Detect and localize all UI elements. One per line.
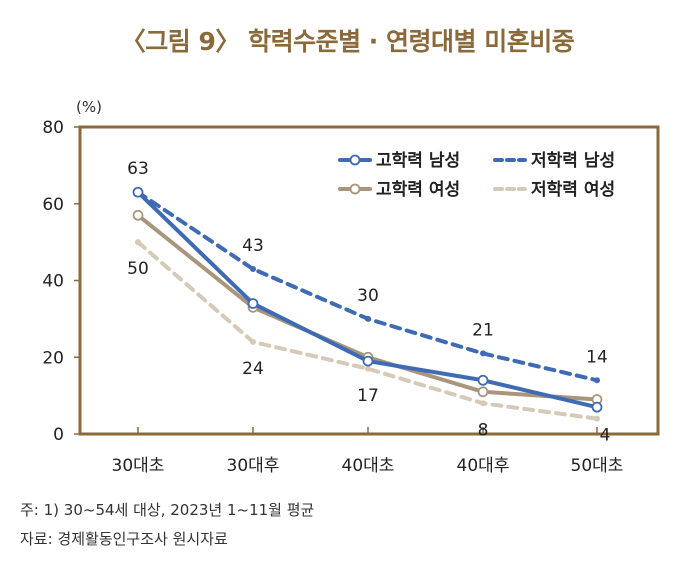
footnotes: 주: 1) 30~54세 대상, 2023년 1~11월 평균 자료: 경제활동… (20, 496, 314, 554)
series-point-4 (365, 365, 371, 372)
series-layer (132, 186, 603, 422)
legend-label: 저학력 여성 (531, 180, 615, 200)
data-label-low-edu-male: 14 (586, 347, 608, 367)
footnote-coverage: 주: 1) 30~54세 대상, 2023년 1~11월 평균 (20, 501, 315, 519)
y-axis-ticks: 0 20 40 60 80 (42, 118, 80, 445)
series-point-2 (480, 350, 486, 357)
x-tick-label: 40대후 (457, 456, 510, 476)
x-tick-label: 40대초 (342, 456, 395, 476)
line-chart: 0 20 40 60 80 30대초 30대후 40대초 40대후 50대초 63 43 30 21 1… (42, 118, 660, 476)
x-axis-ticks: 30대초 30대후 40대초 40대후 50대초 (112, 427, 624, 476)
data-label-low-edu-male: 21 (472, 320, 494, 340)
chart-title: 〈그림 9〉 학력수준별 · 연령대별 미혼비중 (120, 27, 575, 56)
y-axis-unit: (%) (76, 98, 102, 116)
data-label-low-edu-female: 24 (242, 359, 264, 379)
series-point-4 (250, 338, 256, 345)
y-tick-label: 60 (42, 195, 64, 215)
series-point-4 (594, 415, 600, 422)
series-point-2 (594, 377, 600, 384)
legend-label: 고학력 여성 (376, 180, 460, 200)
series-point-1 (362, 355, 374, 367)
footnote-source: 자료: 경제활동인구조사 원시자료 (20, 530, 228, 548)
data-labels: 63 43 30 21 14 50 24 17 8 4 (127, 159, 610, 445)
series-point-4 (480, 400, 486, 407)
series-point-3 (477, 386, 489, 398)
y-tick-label: 80 (42, 118, 64, 138)
series-point-4 (135, 239, 141, 246)
data-label-low-edu-male: 30 (357, 286, 379, 306)
legend-marker (349, 154, 361, 166)
data-label-low-edu-female: 4 (600, 426, 611, 446)
series-point-1 (132, 186, 144, 198)
series-point-2 (250, 265, 256, 272)
series-point-2 (365, 315, 371, 322)
data-label-low-edu-female: 8 (478, 420, 489, 440)
y-tick-label: 20 (42, 348, 64, 368)
legend-label: 저학력 남성 (531, 151, 615, 171)
data-label-low-edu-female: 17 (357, 386, 379, 406)
series-point-1 (247, 298, 259, 309)
legend-label: 고학력 남성 (376, 151, 460, 171)
series-point-3 (132, 209, 144, 221)
series-line-3 (136, 213, 599, 402)
series-point-1 (591, 401, 603, 413)
data-label-low-edu-male: 63 (127, 159, 149, 179)
data-label-low-edu-female: 50 (127, 259, 149, 279)
x-tick-label: 30대후 (227, 456, 280, 476)
series-point-1 (477, 374, 489, 386)
y-tick-label: 0 (53, 425, 64, 445)
x-tick-label: 50대초 (571, 456, 624, 476)
legend-marker (349, 183, 361, 195)
y-tick-label: 40 (42, 272, 64, 292)
data-label-low-edu-male: 43 (242, 236, 264, 256)
x-tick-label: 30대초 (112, 456, 165, 476)
